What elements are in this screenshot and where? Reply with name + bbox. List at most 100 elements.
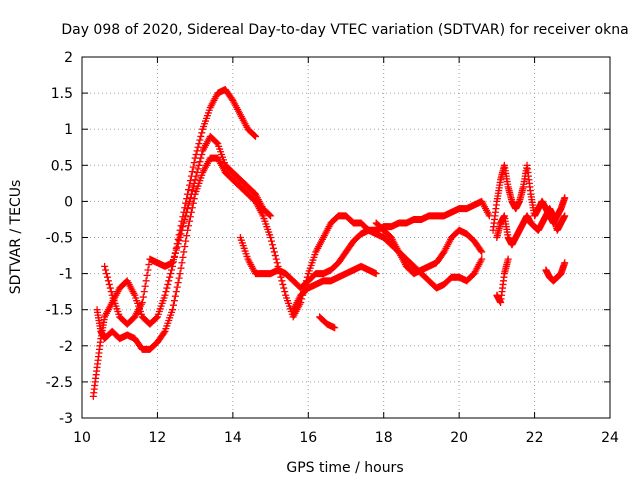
data-point-track-1 xyxy=(185,186,193,194)
data-point-track-1 xyxy=(168,266,176,274)
data-point-track-2 xyxy=(267,234,275,241)
data-point-track-3 xyxy=(194,165,202,173)
data-point-track-3 xyxy=(186,194,194,202)
y-tick-label: 1 xyxy=(64,122,73,138)
data-point-track-9 xyxy=(561,259,569,267)
data-point-track-3 xyxy=(169,256,177,264)
data-point-track-2 xyxy=(277,273,285,281)
data-point-track-2 xyxy=(279,280,287,288)
data-point-track-2 xyxy=(171,292,179,300)
data-point-track-3 xyxy=(266,211,274,219)
data-point-track-5 xyxy=(372,270,380,278)
data-point-track-2 xyxy=(178,259,186,267)
data-point-track-3 xyxy=(191,176,199,184)
y-tick-labels: 2 1.5 1 0.5 0 -0.5 -1 -1.5 -2 -2.5 -3 xyxy=(46,50,73,427)
y-tick-label: -1 xyxy=(59,267,73,283)
data-point-track-2 xyxy=(268,237,276,245)
x-tick-labels: 10 12 14 16 18 20 22 24 xyxy=(73,430,619,446)
data-point-track-2 xyxy=(180,248,188,256)
data-point-track-3 xyxy=(176,234,184,241)
data-point-track-2 xyxy=(177,264,185,272)
data-point-track-2 xyxy=(190,195,198,203)
data-point-track-1 xyxy=(198,129,206,137)
data-point-track-3 xyxy=(171,249,179,257)
data-point-track-1 xyxy=(251,132,259,140)
data-point-track-2 xyxy=(185,217,193,225)
data-point-track-3 xyxy=(177,230,185,238)
data-point-track-2 xyxy=(269,244,277,252)
data-point-track-9 xyxy=(504,255,512,263)
data-point-track-1 xyxy=(167,270,175,278)
data-point-track-1 xyxy=(251,132,259,140)
chart-title: Day 098 of 2020, Sidereal Day-to-day VTE… xyxy=(61,22,628,38)
data-point-track-3 xyxy=(213,139,221,147)
data-point-track-3 xyxy=(197,154,205,162)
data-point-track-1 xyxy=(188,168,196,176)
data-point-track-2 xyxy=(268,241,276,249)
data-point-track-3 xyxy=(188,187,196,195)
data-point-track-1 xyxy=(186,177,194,185)
data-point-track-3 xyxy=(107,288,115,296)
data-point-track-3 xyxy=(138,298,146,306)
data-point-track-2 xyxy=(160,329,168,337)
plot-frame xyxy=(81,56,611,419)
data-point-track-3 xyxy=(181,215,189,223)
y-tick-label: 2 xyxy=(64,50,73,66)
data-point-track-1 xyxy=(197,132,205,140)
y-tick-label: 0.5 xyxy=(51,158,73,174)
data-point-track-3 xyxy=(175,237,183,245)
data-point-track-3 xyxy=(105,280,113,288)
data-point-track-3 xyxy=(173,243,181,251)
data-point-track-2 xyxy=(179,253,187,261)
data-point-track-2 xyxy=(175,274,183,282)
data-point-track-3 xyxy=(187,190,195,198)
data-point-track-3 xyxy=(101,262,109,270)
data-point-track-3 xyxy=(178,226,186,234)
data-point-track-3 xyxy=(192,172,200,180)
data-point-track-1 xyxy=(194,143,202,151)
data-point-track-3 xyxy=(102,266,110,274)
data-point-track-3 xyxy=(189,183,197,191)
y-tick-label: 1.5 xyxy=(51,86,73,102)
data-point-track-2 xyxy=(182,237,190,245)
data-point-track-3 xyxy=(140,288,148,296)
data-point-track-2 xyxy=(186,213,194,221)
data-point-track-2 xyxy=(278,277,286,285)
data-point-track-2 xyxy=(185,222,193,230)
x-tick-label: 22 xyxy=(526,430,544,446)
data-point-track-3 xyxy=(104,277,112,285)
data-point-track-1 xyxy=(195,140,203,148)
data-point-track-1 xyxy=(185,181,193,189)
data-point-track-5 xyxy=(331,324,339,332)
data-point-track-1 xyxy=(189,163,197,171)
data-point-track-2 xyxy=(189,199,197,207)
data-point-track-2 xyxy=(280,284,288,292)
data-point-track-3 xyxy=(267,212,275,220)
data-point-track-3 xyxy=(182,212,190,220)
data-point-track-2 xyxy=(170,297,178,305)
data-point-track-2 xyxy=(183,232,191,240)
data-point-track-3 xyxy=(185,197,193,205)
grid xyxy=(82,57,610,418)
data-point-track-1 xyxy=(161,291,169,299)
data-point-track-3 xyxy=(169,259,177,267)
data-point-track-7 xyxy=(561,194,569,202)
data-point-track-3 xyxy=(185,201,193,209)
data-point-track-1 xyxy=(190,159,198,167)
x-tick-label: 14 xyxy=(224,430,242,446)
data-point-track-3 xyxy=(103,273,111,281)
data-point-track-2 xyxy=(272,255,280,263)
y-tick-label: -2.5 xyxy=(46,375,73,391)
data-point-track-2 xyxy=(176,270,184,278)
data-point-track-3 xyxy=(103,270,111,278)
data-point-track-8 xyxy=(561,212,569,220)
data-point-track-6 xyxy=(478,248,486,256)
data-point-track-3 xyxy=(196,158,204,166)
data-point-track-3 xyxy=(170,252,178,260)
data-point-track-3 xyxy=(142,277,150,285)
y-tick-label: -2 xyxy=(59,339,73,355)
data-point-track-3 xyxy=(179,223,187,231)
y-tick-label: -3 xyxy=(59,411,73,427)
data-point-track-3 xyxy=(174,240,182,248)
